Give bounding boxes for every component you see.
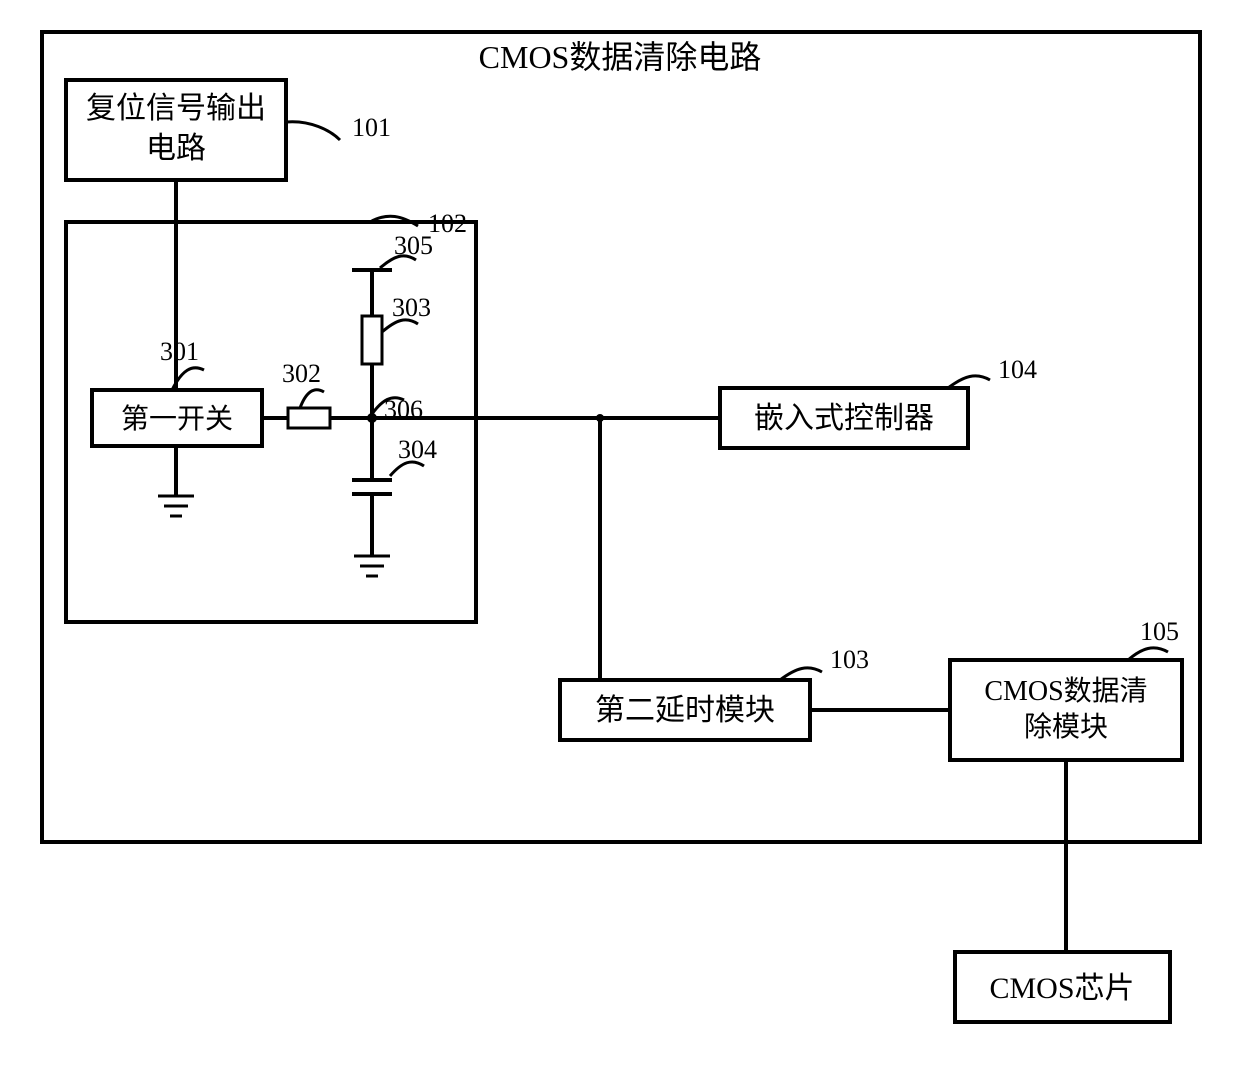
leader-304 (390, 462, 424, 476)
ref-301: 301 (160, 337, 199, 366)
clear-label-1: CMOS数据清 (984, 675, 1147, 707)
gnd-cap-icon (354, 556, 390, 576)
ref-302: 302 (282, 359, 321, 388)
ref-105: 105 (1140, 617, 1179, 646)
leader-302 (300, 390, 324, 408)
ref-305: 305 (394, 231, 433, 260)
diagram-title: CMOS数据清除电路 (479, 39, 762, 75)
mcu-label: 嵌入式控制器 (754, 402, 934, 435)
reset-block-line2: 电路 (146, 132, 206, 165)
delay2-label: 第二延时模块 (595, 694, 775, 727)
clear-label-2: 除模块 (1024, 711, 1108, 743)
ref-103: 103 (830, 645, 869, 674)
reset-block-line1: 复位信号输出 (86, 92, 266, 125)
resistor-302-icon (288, 408, 330, 428)
ref-303: 303 (392, 293, 431, 322)
ref-102: 102 (428, 209, 467, 238)
chip-label: CMOS芯片 (989, 972, 1134, 1005)
clear-block (950, 660, 1182, 760)
ref-101: 101 (352, 113, 391, 142)
leader-101 (286, 122, 340, 140)
gnd-switch-icon (158, 496, 194, 516)
diagram-canvas: CMOS数据清除电路 复位信号输出 电路 101 102 第一开关 301 30… (0, 0, 1240, 1080)
ref-304: 304 (398, 435, 437, 464)
switch1-label: 第一开关 (121, 403, 233, 435)
resistor-303-icon (362, 316, 382, 364)
junction-600-418 (596, 414, 604, 422)
ref-104: 104 (998, 355, 1037, 384)
